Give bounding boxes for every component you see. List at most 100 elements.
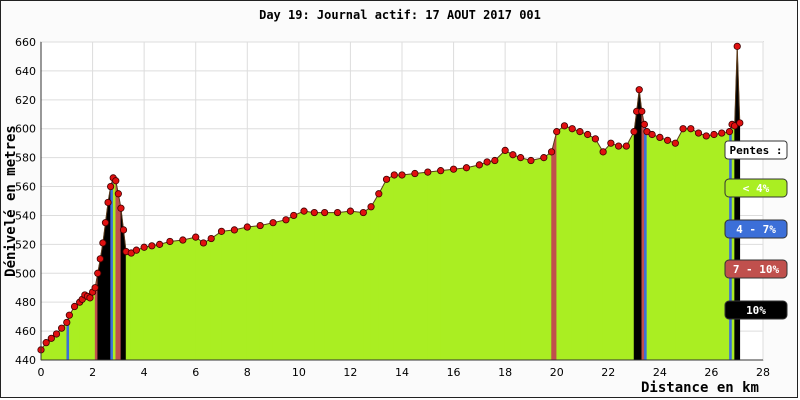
x-tick-label: 2	[89, 366, 96, 379]
elevation-point	[614, 142, 623, 150]
x-tick-label: 14	[395, 366, 409, 379]
elevation-point	[527, 156, 535, 165]
elevation-point	[119, 226, 128, 234]
slope-segment	[638, 89, 643, 361]
slope-segment	[713, 132, 723, 361]
elevation-point	[359, 208, 367, 217]
slope-segment	[675, 128, 684, 361]
elevation-point	[140, 243, 148, 251]
slope-segment	[125, 251, 132, 361]
elevation-point	[156, 240, 164, 248]
slope-segment	[350, 210, 364, 361]
x-tick-label: 0	[38, 366, 45, 379]
elevation-point	[91, 284, 99, 292]
slope-segment	[440, 168, 454, 361]
elevation-point	[475, 161, 483, 169]
slope-segment	[530, 157, 545, 361]
slope-segment	[644, 124, 648, 361]
elevation-point	[599, 148, 607, 156]
elevation-point	[640, 120, 648, 128]
elevation-point	[107, 182, 115, 191]
slope-segment	[633, 111, 637, 361]
slope-segment	[324, 212, 338, 361]
slope-segment	[705, 134, 715, 361]
elevation-point	[96, 255, 104, 263]
x-tick-label: 28	[756, 366, 770, 379]
elevation-point	[710, 130, 718, 139]
slope-segment	[110, 177, 114, 361]
elevation-point	[483, 158, 491, 166]
slope-segment	[79, 298, 83, 361]
slope-segment	[453, 167, 467, 361]
slope-segment	[690, 128, 699, 361]
slope-segment	[303, 210, 315, 361]
slope-segment	[136, 246, 145, 361]
elevation-point	[300, 207, 308, 215]
slope-segment	[87, 295, 91, 361]
slope-segment	[466, 164, 480, 361]
elevation-point	[517, 154, 525, 162]
elevation-point	[269, 219, 277, 227]
legend: Pentes : < 4% 4 - 7% 7 - 10% 10%	[724, 140, 788, 320]
elevation-point	[117, 204, 125, 212]
elevation-point	[333, 208, 342, 217]
elevation-point	[687, 125, 695, 133]
elevation-point	[114, 190, 122, 198]
legend-label: 10%	[746, 304, 766, 317]
y-tick-label: 560	[15, 181, 36, 194]
slope-segment	[595, 137, 604, 361]
elevation-point	[411, 169, 419, 178]
legend-swatch	[724, 300, 788, 320]
elevation-point	[733, 42, 741, 50]
slope-segment	[337, 210, 351, 361]
slope-segment	[81, 293, 86, 361]
elevation-point	[638, 107, 646, 115]
elevation-point	[47, 334, 55, 342]
elevation-point	[635, 86, 643, 94]
slope-segment	[151, 244, 160, 361]
elevation-point	[702, 132, 710, 140]
slope-segment	[107, 186, 111, 361]
elevation-point	[63, 318, 71, 327]
slope-segment	[386, 174, 395, 361]
elevation-point	[99, 239, 107, 247]
elevation-point	[230, 226, 238, 234]
elevation-point	[367, 203, 375, 211]
elevation-point	[656, 133, 664, 141]
elevation-point	[576, 128, 584, 136]
slope-segment	[285, 214, 295, 361]
elevation-point	[390, 171, 398, 179]
slope-segment	[203, 238, 212, 361]
elevation-point	[622, 142, 630, 150]
elevation-point	[449, 165, 458, 173]
slope-segment	[641, 111, 645, 361]
elevation-point	[591, 135, 599, 143]
elevation-point	[671, 139, 679, 147]
slope-segment	[74, 301, 80, 361]
elevation-point	[199, 239, 208, 247]
y-tick-label: 460	[15, 325, 36, 338]
slope-segment	[130, 249, 137, 361]
elevation-point	[547, 148, 556, 156]
elevation-point	[679, 125, 687, 133]
slope-segment	[659, 136, 668, 361]
elevation-point	[282, 216, 290, 224]
slope-segment	[698, 132, 707, 361]
slope-segment	[401, 173, 416, 361]
y-tick-label: 520	[15, 238, 36, 251]
slope-segment	[551, 131, 558, 361]
elevation-point	[437, 167, 445, 175]
elevation-point	[491, 156, 499, 165]
legend-swatch	[724, 178, 788, 198]
slope-segment	[195, 236, 204, 361]
elevation-point	[52, 330, 61, 338]
x-axis-label: Distance en km	[641, 380, 759, 396]
x-tick-label: 22	[601, 366, 615, 379]
elevation-point	[736, 119, 744, 127]
slope-segment	[610, 142, 619, 361]
elevation-point	[584, 130, 592, 139]
elevation-point	[630, 128, 638, 136]
slope-segment	[520, 157, 532, 361]
legend-label: 4 - 7%	[736, 223, 776, 236]
slope-segment	[512, 154, 521, 361]
